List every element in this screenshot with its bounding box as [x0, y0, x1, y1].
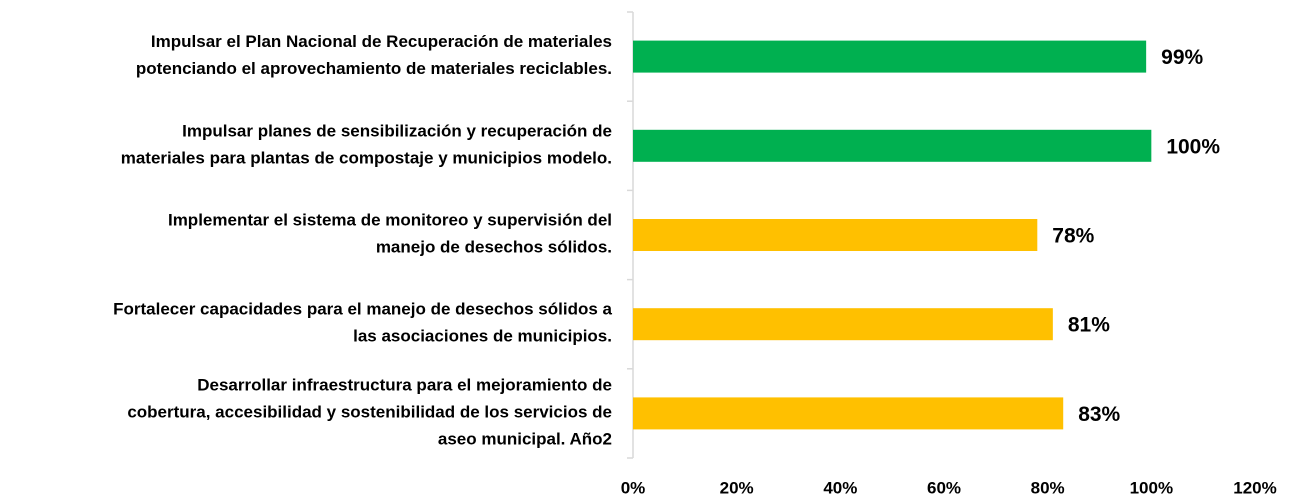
x-tick-label: 80% [1031, 478, 1065, 497]
value-label: 100% [1166, 135, 1220, 158]
category-label: Desarrollar infraestructura para el mejo… [127, 376, 612, 449]
category-label-line: manejo de desechos sólidos. [376, 238, 612, 257]
category-label-line: Desarrollar infraestructura para el mejo… [197, 376, 612, 395]
bar [633, 308, 1053, 341]
x-tick-label: 40% [823, 478, 857, 497]
category-label: Fortalecer capacidades para el manejo de… [113, 300, 612, 346]
value-label: 83% [1078, 403, 1120, 426]
x-tick-label: 100% [1130, 478, 1173, 497]
x-tick-label: 0% [621, 478, 646, 497]
category-label-line: potenciando el aprovechamiento de materi… [136, 60, 612, 79]
bar [633, 219, 1038, 251]
category-label-line: las asociaciones de municipios. [353, 327, 612, 346]
x-tick-label: 120% [1233, 478, 1276, 497]
value-label: 81% [1068, 314, 1110, 337]
category-label-line: Impulsar el Plan Nacional de Recuperació… [151, 33, 612, 52]
category-label-line: Implementar el sistema de monitoreo y su… [168, 211, 612, 230]
category-label-line: Impulsar planes de sensibilización y rec… [182, 122, 612, 141]
value-label: 78% [1052, 225, 1094, 248]
category-label-line: cobertura, accesibilidad y sostenibilida… [127, 403, 612, 422]
x-tick-label: 20% [720, 478, 754, 497]
category-label-line: aseo municipal. Año2 [438, 430, 612, 449]
bar [633, 129, 1152, 162]
category-label: Impulsar el Plan Nacional de Recuperació… [136, 33, 612, 79]
category-label-line: materiales para plantas de compostaje y … [121, 149, 612, 168]
category-label: Implementar el sistema de monitoreo y su… [168, 211, 612, 257]
x-tick-label: 60% [927, 478, 961, 497]
value-label: 99% [1161, 46, 1203, 69]
category-label: Impulsar planes de sensibilización y rec… [121, 122, 612, 168]
bar [633, 397, 1064, 430]
category-label-line: Fortalecer capacidades para el manejo de… [113, 300, 612, 319]
bar [633, 40, 1147, 73]
